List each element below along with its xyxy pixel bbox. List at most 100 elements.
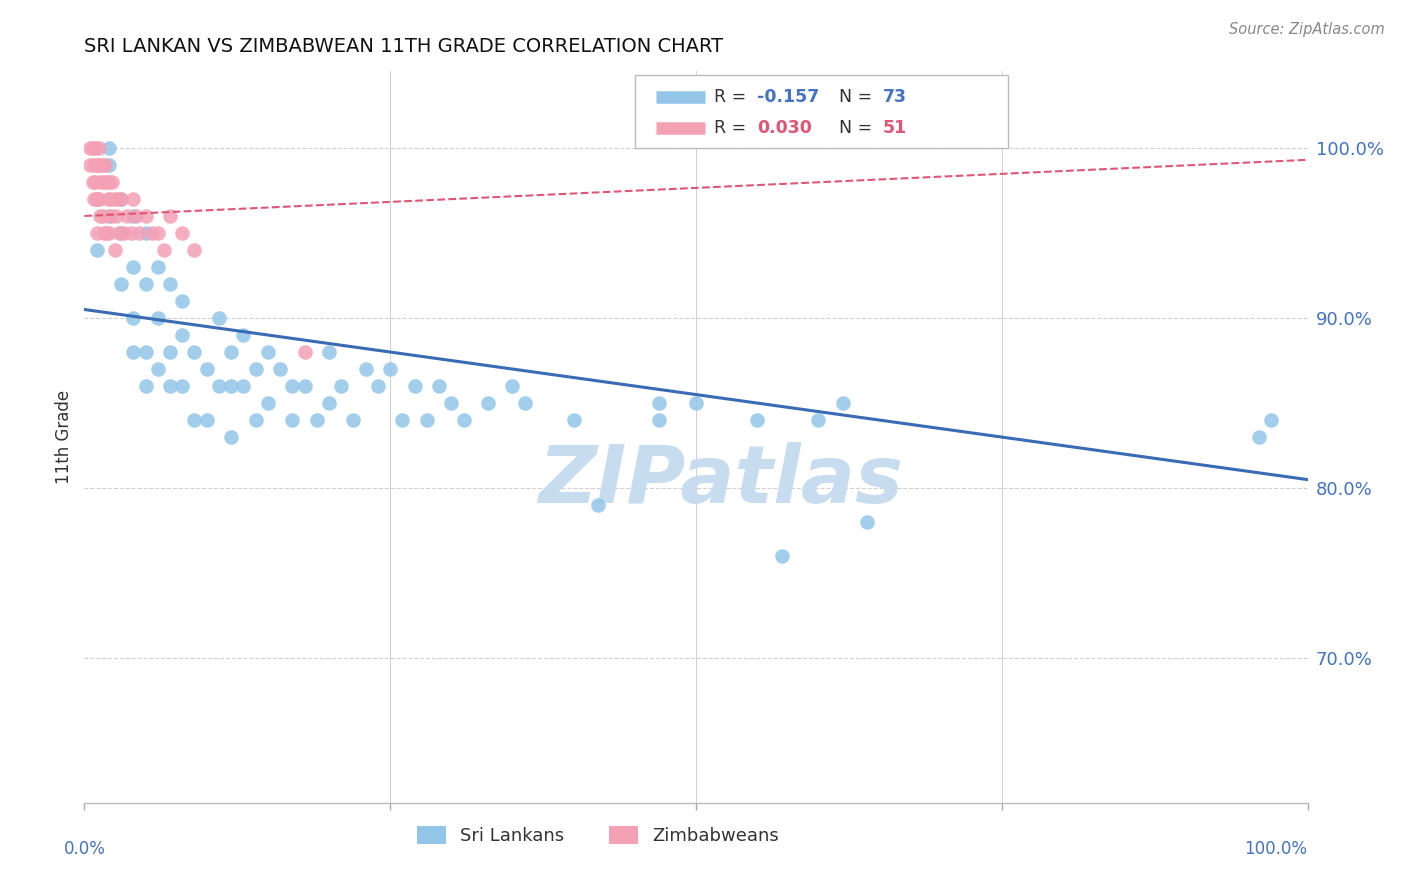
Point xyxy=(120,226,142,240)
Point xyxy=(87,141,110,155)
Text: 51: 51 xyxy=(883,119,907,137)
Point xyxy=(135,379,157,393)
FancyBboxPatch shape xyxy=(636,75,1008,148)
Point xyxy=(93,175,115,189)
Text: ZIPatlas: ZIPatlas xyxy=(538,442,903,520)
Point xyxy=(427,379,450,393)
Point xyxy=(83,158,105,172)
Text: 0.0%: 0.0% xyxy=(63,840,105,858)
Point xyxy=(159,345,181,359)
Point xyxy=(104,192,127,206)
Point xyxy=(219,379,242,393)
Point xyxy=(86,226,108,240)
Point xyxy=(110,226,132,240)
Point xyxy=(257,396,280,410)
Point xyxy=(159,209,181,223)
Point xyxy=(416,413,439,427)
Point xyxy=(89,158,111,172)
Legend: Sri Lankans, Zimbabweans: Sri Lankans, Zimbabweans xyxy=(409,819,787,852)
Point xyxy=(83,192,105,206)
Point xyxy=(146,260,169,274)
Point xyxy=(380,362,402,376)
Point xyxy=(586,498,609,512)
Point xyxy=(685,396,707,410)
Point xyxy=(562,413,585,427)
Point xyxy=(477,396,499,410)
Point xyxy=(125,209,148,223)
Point xyxy=(86,243,108,257)
Point xyxy=(97,209,120,223)
Y-axis label: 11th Grade: 11th Grade xyxy=(55,390,73,484)
Point xyxy=(183,413,205,427)
Point xyxy=(294,379,316,393)
Point xyxy=(122,192,145,206)
Point xyxy=(87,192,110,206)
Text: R =: R = xyxy=(714,88,752,106)
Point xyxy=(245,362,267,376)
Point xyxy=(648,396,671,410)
Text: R =: R = xyxy=(714,119,752,137)
Point xyxy=(87,158,110,172)
Point xyxy=(146,362,169,376)
Point xyxy=(453,413,475,427)
Point xyxy=(440,396,463,410)
Point xyxy=(141,226,163,240)
Point xyxy=(183,243,205,257)
Point xyxy=(135,226,157,240)
Point xyxy=(172,226,194,240)
Point xyxy=(105,192,128,206)
Point xyxy=(318,396,340,410)
Point xyxy=(94,158,117,172)
Point xyxy=(807,413,830,427)
Point xyxy=(97,158,120,172)
Point xyxy=(91,158,114,172)
Point xyxy=(79,141,101,155)
Point xyxy=(404,379,426,393)
Point xyxy=(98,192,121,206)
Point xyxy=(97,141,120,155)
Text: 100.0%: 100.0% xyxy=(1244,840,1308,858)
Point xyxy=(281,413,304,427)
Point xyxy=(128,226,150,240)
Point xyxy=(135,345,157,359)
Point xyxy=(159,277,181,291)
Point xyxy=(110,192,132,206)
Point xyxy=(82,175,104,189)
Point xyxy=(97,226,120,240)
Point xyxy=(172,379,194,393)
Point xyxy=(100,209,122,223)
Point xyxy=(101,175,124,189)
Point xyxy=(513,396,536,410)
Point xyxy=(146,226,169,240)
Text: -0.157: -0.157 xyxy=(758,88,820,106)
Point xyxy=(747,413,769,427)
Point xyxy=(648,413,671,427)
Text: 73: 73 xyxy=(883,88,907,106)
Point xyxy=(84,141,107,155)
Point xyxy=(354,362,377,376)
Point xyxy=(245,413,267,427)
Point xyxy=(208,379,231,393)
Point xyxy=(159,379,181,393)
Point xyxy=(107,226,129,240)
Point xyxy=(831,396,853,410)
Point xyxy=(770,549,793,563)
Point xyxy=(122,345,145,359)
Text: N =: N = xyxy=(839,119,877,137)
Point xyxy=(86,192,108,206)
Text: SRI LANKAN VS ZIMBABWEAN 11TH GRADE CORRELATION CHART: SRI LANKAN VS ZIMBABWEAN 11TH GRADE CORR… xyxy=(84,37,724,56)
Point xyxy=(97,175,120,189)
Point xyxy=(122,260,145,274)
Point xyxy=(90,175,112,189)
Point xyxy=(502,379,524,393)
Point xyxy=(135,209,157,223)
Point xyxy=(112,226,135,240)
Point xyxy=(318,345,340,359)
Point xyxy=(195,413,218,427)
Point xyxy=(86,158,108,172)
Point xyxy=(1260,413,1282,427)
Point xyxy=(1247,430,1270,444)
Point xyxy=(110,277,132,291)
Point xyxy=(183,345,205,359)
Point xyxy=(96,226,118,240)
